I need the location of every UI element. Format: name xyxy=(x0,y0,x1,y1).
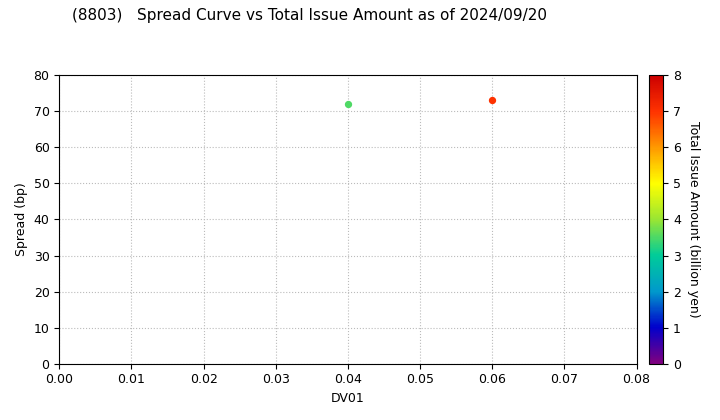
Point xyxy=(487,97,498,104)
Point xyxy=(342,101,354,108)
X-axis label: DV01: DV01 xyxy=(331,392,365,405)
Text: (8803)   Spread Curve vs Total Issue Amount as of 2024/09/20: (8803) Spread Curve vs Total Issue Amoun… xyxy=(72,8,547,24)
Y-axis label: Total Issue Amount (billion yen): Total Issue Amount (billion yen) xyxy=(688,121,701,318)
Y-axis label: Spread (bp): Spread (bp) xyxy=(15,183,28,256)
